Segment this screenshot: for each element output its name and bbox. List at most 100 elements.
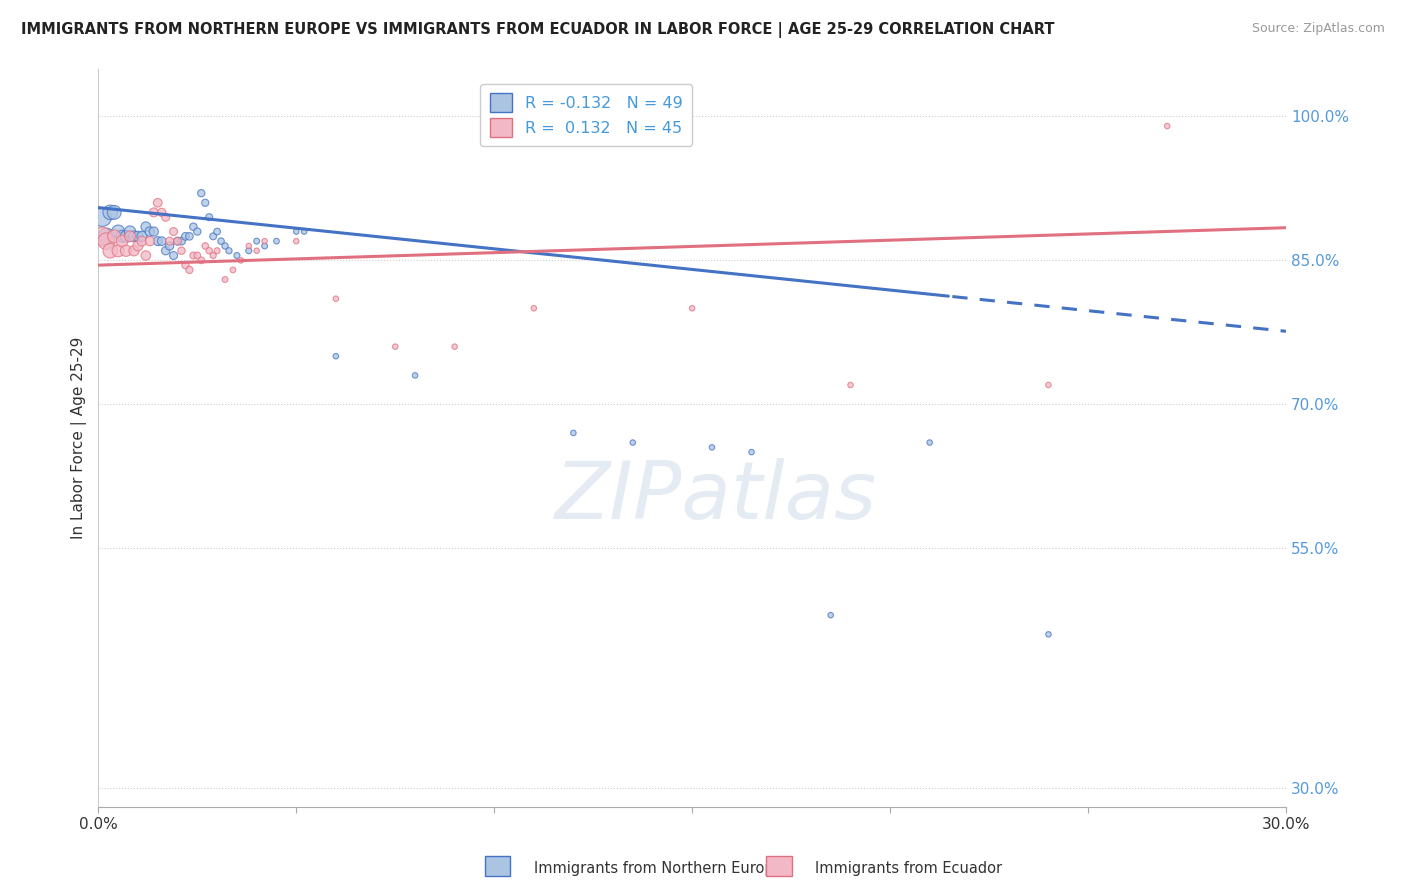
Point [238, 239, 260, 253]
Point [562, 425, 585, 440]
Point [186, 225, 208, 239]
Point [839, 378, 862, 392]
Point [170, 244, 193, 258]
Point [186, 248, 208, 262]
Point [111, 234, 134, 248]
Point [127, 239, 149, 253]
Point [202, 248, 225, 262]
Point [150, 234, 173, 248]
Point [183, 219, 205, 234]
Point [1038, 378, 1060, 392]
Point [115, 244, 138, 258]
Point [91, 210, 114, 224]
Point [820, 608, 842, 623]
Text: Immigrants from Ecuador: Immigrants from Ecuador [815, 861, 1002, 876]
Point [700, 441, 723, 455]
Point [190, 253, 212, 268]
Point [98, 205, 121, 219]
Point [384, 340, 406, 354]
Point [107, 244, 129, 258]
Point [325, 349, 347, 363]
Point [325, 292, 347, 306]
Point [214, 272, 236, 286]
Point [198, 210, 221, 224]
Point [218, 244, 240, 258]
Text: IMMIGRANTS FROM NORTHERN EUROPE VS IMMIGRANTS FROM ECUADOR IN LABOR FORCE | AGE : IMMIGRANTS FROM NORTHERN EUROPE VS IMMIG… [21, 22, 1054, 38]
Point [174, 258, 197, 272]
Point [238, 244, 260, 258]
Point [131, 234, 153, 248]
Point [621, 435, 644, 450]
Point [194, 195, 217, 210]
Point [98, 244, 121, 258]
Point [285, 234, 308, 248]
Point [194, 239, 217, 253]
Point [202, 229, 225, 244]
Point [122, 244, 145, 258]
Point [741, 445, 763, 459]
Point [183, 248, 205, 262]
Point [404, 368, 426, 383]
Point [162, 248, 184, 262]
Point [266, 234, 288, 248]
Point [142, 205, 165, 219]
Text: Immigrants from Northern Europe: Immigrants from Northern Europe [534, 861, 783, 876]
Point [918, 435, 941, 450]
Legend: R = -0.132   N = 49, R =  0.132   N = 45: R = -0.132 N = 49, R = 0.132 N = 45 [481, 84, 693, 146]
Y-axis label: In Labor Force | Age 25-29: In Labor Force | Age 25-29 [72, 336, 87, 539]
Point [174, 229, 197, 244]
Text: ZIPatlas: ZIPatlas [555, 458, 877, 536]
Point [209, 234, 232, 248]
Point [166, 234, 188, 248]
Point [96, 234, 118, 248]
Point [146, 234, 169, 248]
Point [159, 239, 181, 253]
Text: Source: ZipAtlas.com: Source: ZipAtlas.com [1251, 22, 1385, 36]
Point [103, 229, 125, 244]
Point [1038, 627, 1060, 641]
Point [190, 186, 212, 201]
Point [246, 244, 269, 258]
Point [681, 301, 703, 316]
Point [135, 248, 157, 262]
Point [205, 225, 228, 239]
Point [159, 234, 181, 248]
Point [111, 229, 134, 244]
Point [127, 229, 149, 244]
Point [222, 263, 245, 277]
Point [253, 234, 276, 248]
Point [225, 248, 247, 262]
Point [179, 229, 201, 244]
Point [292, 225, 315, 239]
Point [118, 225, 141, 239]
Point [162, 225, 184, 239]
Point [139, 234, 162, 248]
Point [142, 225, 165, 239]
Point [150, 205, 173, 219]
Point [205, 244, 228, 258]
Point [198, 244, 221, 258]
Point [166, 234, 188, 248]
Point [170, 234, 193, 248]
Point [96, 229, 118, 244]
Point [135, 219, 157, 234]
Point [443, 340, 465, 354]
Point [146, 195, 169, 210]
Point [103, 205, 125, 219]
Point [214, 239, 236, 253]
Point [107, 225, 129, 239]
Point [1156, 119, 1178, 133]
Point [246, 234, 269, 248]
Point [155, 244, 177, 258]
Point [139, 225, 162, 239]
Point [91, 229, 114, 244]
Point [285, 225, 308, 239]
Point [118, 229, 141, 244]
Point [131, 229, 153, 244]
Point [155, 210, 177, 224]
Point [253, 239, 276, 253]
Point [523, 301, 546, 316]
Point [115, 229, 138, 244]
Point [122, 229, 145, 244]
Point [179, 263, 201, 277]
